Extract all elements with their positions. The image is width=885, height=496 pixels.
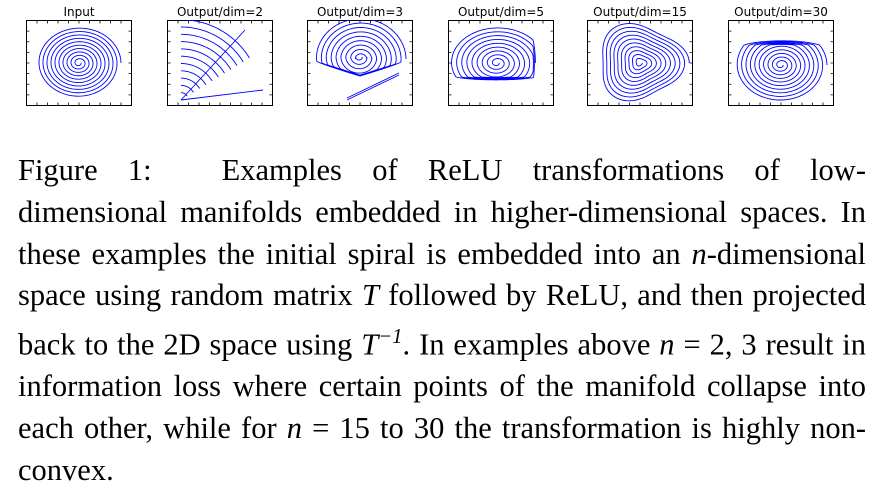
panel-dim2: Output/dim=2: [162, 0, 278, 112]
caption-text: = 15 to 30 the transformation is highly …: [18, 411, 866, 487]
panel-dim15: Output/dim=15: [582, 0, 698, 112]
panel-title: Output/dim=2: [176, 5, 264, 19]
math-n: n: [659, 327, 675, 362]
panel-title: Output/dim=5: [457, 5, 545, 19]
plot-frame: [307, 20, 413, 106]
caption-text: -dimensional space using random matrix: [18, 236, 866, 313]
arc-curve: [180, 55, 219, 78]
panel-input: Input: [21, 0, 137, 112]
axis-ticks: [307, 20, 413, 106]
caption-text: = 2, 3 result in information loss where …: [18, 327, 866, 446]
spiral-curve: [451, 27, 536, 81]
arc-curve: [181, 92, 188, 97]
panel-title: Output/dim=15: [593, 5, 687, 19]
caption-text: Examples of ReLU transformations of low-…: [18, 153, 866, 271]
math-n: n: [691, 236, 707, 271]
spiral-plot-dim3: [307, 20, 413, 106]
collapsed-line: [346, 72, 400, 99]
edge-line: [180, 89, 264, 101]
collapsed-line: [346, 74, 400, 101]
arc-curve: [180, 26, 244, 63]
math-superscript: −1: [378, 326, 403, 349]
spiral-curve: [38, 27, 122, 97]
spiral-curve: [315, 20, 407, 77]
panel-title: Input: [63, 5, 95, 19]
arc-curve: [180, 77, 201, 89]
panel-title: Output/dim=30: [734, 5, 828, 19]
figure-label: Figure 1:: [18, 153, 152, 187]
arc-curve: [180, 41, 232, 70]
figure-caption: Figure 1: Examples of ReLU transformation…: [18, 150, 866, 492]
math-T-inverse: T: [361, 327, 379, 362]
caption-text: . In examples above: [402, 327, 660, 362]
axis-ticks: [448, 20, 554, 106]
axis-ticks: [728, 20, 834, 106]
spiral-plot-dim2: [167, 20, 273, 106]
edge-line: [180, 29, 246, 101]
spiral-plot-dim15: [587, 20, 693, 106]
arc-curve: [180, 48, 225, 74]
spiral-plot-dim30: [728, 20, 834, 106]
panel-dim5: Output/dim=5: [443, 0, 559, 112]
math-T: T: [361, 278, 379, 313]
arc-curve: [180, 20, 250, 59]
plot-frame: [448, 20, 554, 106]
arc-curve: [181, 84, 194, 93]
panel-title: Output/dim=3: [316, 5, 404, 19]
math-n: n: [286, 411, 302, 446]
spiral-plot-input: [26, 20, 132, 106]
axis-ticks: [167, 20, 273, 106]
spiral-curve: [736, 40, 828, 101]
caption-text: followed by ReLU, and then projected bac…: [18, 278, 866, 362]
axis-ticks: [26, 20, 132, 106]
arc-curve: [180, 63, 213, 82]
panel-dim30: Output/dim=30: [723, 0, 839, 112]
arc-curve: [180, 33, 238, 66]
axis-ticks: [587, 20, 693, 106]
spiral-curve: [602, 23, 690, 102]
panel-dim3: Output/dim=3: [302, 0, 418, 112]
spiral-plot-dim5: [448, 20, 554, 106]
arc-curve: [180, 70, 207, 85]
figure-panels: Input Output/dim=2 Output/dim=3 Output/d…: [0, 0, 885, 112]
